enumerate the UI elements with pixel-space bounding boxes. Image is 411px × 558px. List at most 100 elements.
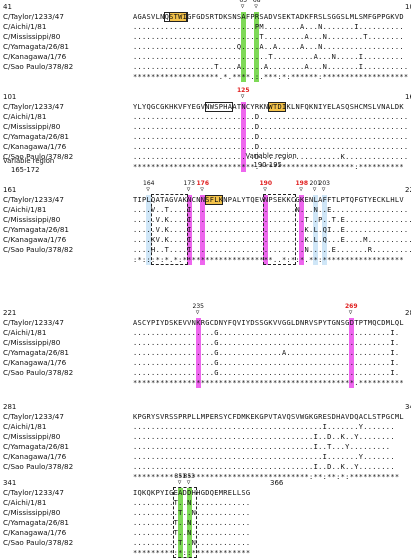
sequence-row: ............................T.........A.…	[133, 33, 404, 41]
strain-name: C/Yamagata/26/81	[3, 518, 69, 527]
block-end-number: 160	[405, 93, 411, 101]
residue-highlight	[263, 195, 269, 265]
strain-name: C/Kanagawa/1/76	[3, 528, 67, 537]
sequence-row: ........................................…	[133, 463, 395, 471]
block-start-number: 281	[3, 403, 17, 411]
consensus-row: ***************************************:…	[133, 473, 400, 481]
marker-triangle: ▽	[348, 309, 353, 316]
sequence-row: ..............................T.........…	[133, 53, 404, 61]
residue-highlight	[195, 318, 201, 388]
strain-name: C/Kanagawa/1/76	[3, 235, 67, 244]
position-marker: 65	[239, 0, 248, 4]
residue-highlight	[321, 195, 327, 265]
position-marker: 269	[344, 303, 358, 310]
marker-triangle: ▽	[240, 93, 245, 100]
position-marker: 176	[196, 180, 210, 187]
marker-triangle: ▽	[200, 186, 204, 193]
sequence-row: AGASVLNQSTWIGFGDSRTDKSNSAFPRSADVSEKTADKF…	[133, 13, 404, 21]
strain-name: C/Sao Paulo/378/82	[3, 538, 74, 547]
sequence-row: .....V.K....I.........................T.…	[133, 216, 411, 224]
strain-name: C/Mississippi/80	[3, 338, 61, 347]
variable-region-range: 165-172	[11, 166, 40, 174]
strain-name: C/Yamagata/26/81	[3, 42, 69, 51]
sequence-row: ..................G.....................…	[133, 369, 400, 377]
strain-name: C/Kanagawa/1/76	[3, 358, 67, 367]
sequence-row: ...........................PM........A..…	[133, 23, 404, 31]
residue-highlight	[146, 195, 152, 265]
glycosylation-box	[204, 102, 233, 112]
strain-name: C/Kanagawa/1/76	[3, 142, 67, 151]
marker-triangle: ▽	[312, 186, 317, 193]
marker-triangle: ▽	[177, 479, 182, 486]
variable-region-label: Variable region	[245, 152, 297, 160]
strain-name: C/Mississippi/80	[3, 432, 61, 441]
strain-name: C/Aichi/1/81	[3, 112, 47, 121]
block-end-number: 100	[405, 3, 411, 11]
strain-name: C/Taylor/1233/47	[3, 318, 64, 327]
strain-name: C/Mississippi/80	[3, 32, 61, 41]
position-marker: 203	[318, 180, 330, 187]
sequence-row: ...........................D............…	[133, 133, 409, 141]
block-end-number: 280	[405, 309, 411, 317]
sequence-row: KPGRYSVRSSPRPLLMPERSYCFDMKEKGPVTAVQSVWGK…	[133, 413, 404, 421]
consensus-row: ***************************.************…	[133, 163, 404, 171]
strain-name: C/Yamagata/26/81	[3, 132, 69, 141]
position-marker: 125	[236, 87, 250, 94]
consensus-row: :*:::*:*.*:********************..*:*:*.*…	[133, 256, 404, 264]
marker-triangle: ▽	[186, 479, 191, 486]
block-end-number: 220	[405, 186, 411, 194]
variable-region-box	[263, 194, 296, 265]
position-marker: 198	[295, 180, 309, 187]
strain-name: C/Aichi/1/81	[3, 205, 47, 214]
sequence-row: ..........T..N............	[133, 539, 251, 547]
block-end-number: 366	[270, 479, 284, 487]
residue-highlight	[177, 488, 183, 558]
marker-triangle: ▽	[263, 186, 267, 193]
block-start-number: 41	[3, 3, 12, 11]
strain-name: C/Yamagata/26/81	[3, 442, 69, 451]
strain-name: C/Sao Paulo/378/82	[3, 245, 74, 254]
position-marker: 173	[183, 180, 195, 187]
strain-name: C/Aichi/1/81	[3, 22, 47, 31]
consensus-row: *******************.*.****.:.***:*:*****…	[133, 73, 409, 81]
strain-name: C/Kanagawa/1/76	[3, 452, 67, 461]
sequence-row: TIPLQATAGVAKNCNNSFLKNPALYTQEVNPSEKKCGKEN…	[133, 196, 404, 204]
sequence-row: ........................................…	[133, 453, 395, 461]
position-marker: 201	[309, 180, 321, 187]
sequence-row: ...........................D............…	[133, 153, 409, 161]
position-marker: 164	[143, 180, 155, 187]
residue-highlight	[267, 102, 287, 112]
sequence-row: ...........................D............…	[133, 113, 409, 121]
sequence-row: ..................G.....................…	[133, 329, 400, 337]
strain-name: C/Sao Paulo/378/82	[3, 62, 74, 71]
sequence-row: ASCYPIYDSKEVVNKRGCDNYFQVIYDSSGKVVGGLDNRV…	[133, 319, 404, 327]
sequence-row: ..................G.....................…	[133, 359, 400, 367]
sequence-row: ..........T..N............	[133, 509, 251, 517]
residue-highlight	[186, 488, 192, 558]
strain-name: C/Sao Paulo/378/82	[3, 368, 74, 377]
strain-name: C/Taylor/1233/47	[3, 12, 64, 21]
strain-name: C/Taylor/1233/47	[3, 102, 64, 111]
position-marker: 351	[174, 473, 186, 480]
strain-name: C/Aichi/1/81	[3, 422, 47, 431]
glycosylation-box	[164, 12, 188, 22]
sequence-row: ....KV.K....I.........................K.…	[133, 236, 411, 244]
sequence-row: ....V..T....I.......................N...…	[133, 206, 409, 214]
marker-triangle: ▽	[254, 3, 258, 10]
strain-name: C/Sao Paulo/378/82	[3, 462, 74, 471]
strain-name: C/Taylor/1233/47	[3, 195, 64, 204]
sequence-row: .........T..N.............	[133, 499, 251, 507]
variable-region-box	[150, 194, 188, 265]
sequence-row: .........T..N.............	[133, 519, 251, 527]
residue-highlight	[299, 195, 305, 265]
residue-highlight	[240, 102, 246, 172]
strain-name: C/Aichi/1/81	[3, 328, 47, 337]
marker-triangle: ▽	[240, 3, 245, 10]
position-marker: 190	[259, 180, 273, 187]
strain-name: C/Mississippi/80	[3, 508, 61, 517]
position-marker: 353	[183, 473, 195, 480]
strain-name: C/Taylor/1233/47	[3, 488, 64, 497]
sequence-row: .........T..N.............	[133, 529, 251, 537]
strain-name: C/Aichi/1/81	[3, 498, 47, 507]
